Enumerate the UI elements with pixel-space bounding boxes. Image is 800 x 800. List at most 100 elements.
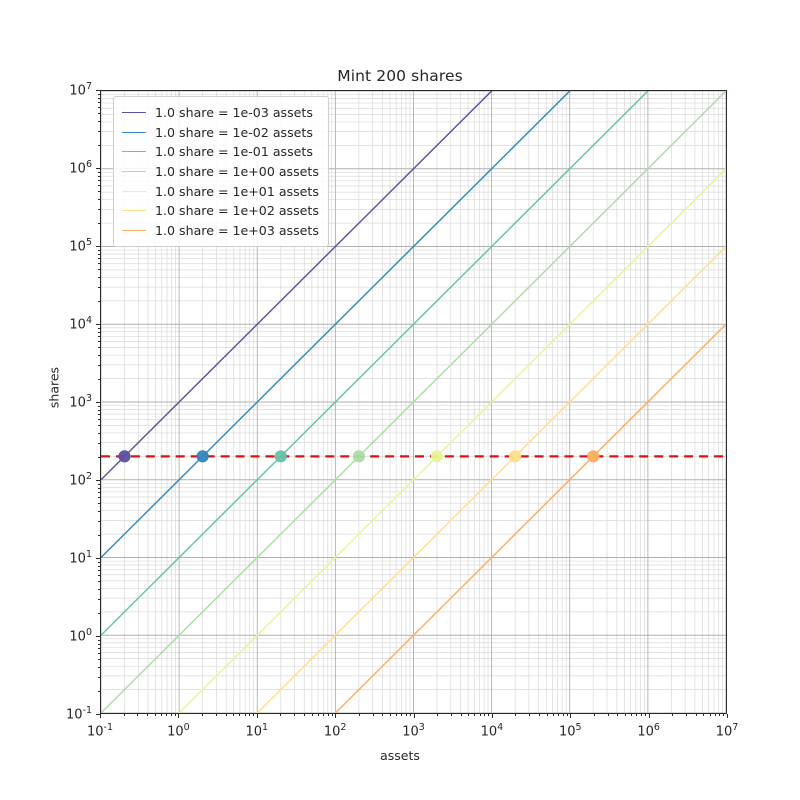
x-tick-minor [562, 714, 564, 717]
legend-item-4: 1.0 share = 1e+01 assets [122, 181, 319, 201]
series-line-2 [101, 91, 649, 636]
x-tick-minor [174, 714, 176, 717]
y-tick-minor [97, 667, 100, 669]
y-tick-major [95, 90, 100, 92]
y-tick-minor [97, 327, 100, 329]
x-tick-minor [488, 714, 490, 717]
y-tick-minor [97, 199, 100, 201]
y-tick-major [95, 168, 100, 170]
x-tick-major [727, 714, 729, 719]
y-tick-minor [97, 331, 100, 333]
legend: 1.0 share = 1e-03 assets 1.0 share = 1e-0… [113, 96, 329, 248]
x-tick-minor [154, 714, 156, 717]
legend-label: 1.0 share = 1e+03 assets [155, 222, 319, 238]
y-tick-minor [97, 171, 100, 173]
x-tick-minor [695, 714, 697, 717]
y-tick-minor [97, 130, 100, 132]
x-tick-minor [137, 714, 139, 717]
y-tick-minor [97, 419, 100, 421]
series-line-4 [178, 168, 726, 713]
series-marker-2 [274, 450, 287, 463]
x-tick-minor [233, 714, 235, 717]
legend-item-1: 1.0 share = 1e-02 assets [122, 123, 319, 143]
series-marker-4 [430, 450, 444, 463]
x-tick-minor [479, 714, 481, 717]
y-tick-label: 107 [69, 81, 92, 99]
y-tick-minor [97, 639, 100, 641]
x-tick-minor [546, 714, 548, 717]
x-tick-minor [672, 714, 674, 717]
x-tick-minor [201, 714, 203, 717]
legend-swatch-icon [122, 210, 146, 212]
x-tick-label: 104 [480, 722, 504, 740]
y-tick-minor [97, 598, 100, 600]
y-tick-minor [97, 121, 100, 123]
x-tick-minor [437, 714, 439, 717]
x-tick-minor [474, 714, 476, 717]
series-line-0 [101, 91, 493, 481]
legend-swatch-icon [122, 190, 146, 192]
y-tick-label: 100 [69, 627, 92, 645]
x-tick-major [413, 714, 415, 719]
y-tick-major [95, 480, 100, 482]
y-tick-label: 105 [69, 237, 92, 255]
x-tick-minor [389, 714, 391, 717]
y-tick-minor [97, 97, 100, 99]
x-tick-minor [450, 714, 452, 717]
x-tick-label: 10-1 [86, 722, 114, 740]
x-tick-minor [593, 714, 595, 717]
x-tick-label: 107 [715, 722, 739, 740]
x-tick-major [178, 714, 180, 719]
x-axis-title: assets [380, 748, 420, 763]
x-tick-label: 101 [245, 722, 269, 740]
y-tick-minor [97, 492, 100, 494]
y-tick-minor [97, 269, 100, 271]
x-tick-minor [625, 714, 627, 717]
x-tick-minor [558, 714, 560, 717]
x-tick-minor [303, 714, 305, 717]
x-tick-minor [372, 714, 374, 717]
x-tick-minor [317, 714, 319, 717]
y-tick-major [95, 714, 100, 716]
y-tick-major [95, 246, 100, 248]
x-tick-minor [244, 714, 246, 717]
y-tick-minor [97, 341, 100, 343]
y-tick-minor [97, 433, 100, 435]
x-tick-minor [401, 714, 403, 717]
y-tick-minor [97, 425, 100, 427]
legend-label: 1.0 share = 1e+01 assets [155, 183, 319, 199]
legend-item-5: 1.0 share = 1e+02 assets [122, 201, 319, 221]
x-tick-minor [552, 714, 554, 717]
x-tick-minor [539, 714, 541, 717]
x-tick-minor [709, 714, 711, 717]
y-tick-minor [97, 511, 100, 513]
x-tick-minor [170, 714, 172, 717]
x-tick-minor [636, 714, 638, 717]
y-tick-minor [97, 565, 100, 567]
x-tick-minor [468, 714, 470, 717]
y-tick-minor [97, 581, 100, 583]
y-tick-major [95, 402, 100, 404]
y-tick-minor [97, 643, 100, 645]
legend-item-2: 1.0 share = 1e-01 assets [122, 142, 319, 162]
y-tick-label: 102 [69, 471, 92, 489]
y-tick-minor [97, 659, 100, 661]
x-tick-minor [358, 714, 360, 717]
y-tick-minor [97, 648, 100, 650]
legend-item-6: 1.0 share = 1e+03 assets [122, 221, 319, 241]
y-tick-minor [97, 570, 100, 572]
y-tick-minor [97, 253, 100, 255]
y-tick-label: 101 [69, 549, 92, 567]
y-tick-minor [97, 347, 100, 349]
x-tick-minor [160, 714, 162, 717]
x-tick-minor [166, 714, 168, 717]
y-tick-minor [97, 180, 100, 182]
x-tick-minor [607, 714, 609, 717]
x-tick-minor [723, 714, 725, 717]
legend-label: 1.0 share = 1e-02 assets [155, 124, 313, 140]
x-tick-minor [239, 714, 241, 717]
y-tick-minor [97, 561, 100, 563]
legend-swatch-icon [122, 151, 146, 153]
y-tick-minor [97, 534, 100, 536]
x-tick-minor [686, 714, 688, 717]
